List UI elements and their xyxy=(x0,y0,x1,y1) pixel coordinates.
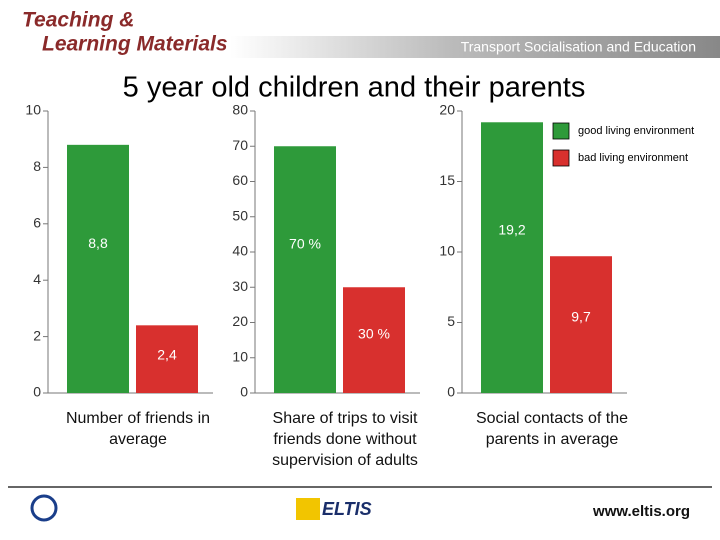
y-tick-label: 10 xyxy=(232,348,248,364)
bar xyxy=(550,256,612,393)
slide-title: 5 year old children and their parents xyxy=(123,72,586,104)
y-tick-label: 2 xyxy=(33,327,41,343)
y-tick-label: 8 xyxy=(33,158,41,174)
legend-swatch xyxy=(552,122,570,140)
y-tick-label: 10 xyxy=(439,243,455,259)
brand: Learning Materials xyxy=(42,33,228,56)
value-label: 9,7 xyxy=(571,308,591,324)
topic: Transport Socialisation and Education xyxy=(461,39,696,55)
y-tick-label: 0 xyxy=(240,384,248,400)
y-tick-label: 20 xyxy=(439,102,455,118)
bar xyxy=(136,325,198,393)
y-tick-label: 50 xyxy=(232,207,248,223)
y-tick-label: 20 xyxy=(232,313,248,329)
value-label: 2,4 xyxy=(157,346,177,362)
y-tick-label: 0 xyxy=(447,384,455,400)
legend-label: bad living environment xyxy=(578,152,688,164)
y-tick-label: 10 xyxy=(25,102,41,118)
y-tick-label: 15 xyxy=(439,172,455,188)
header-band xyxy=(230,36,720,58)
x-axis-label: Share of trips to visit friends done wit… xyxy=(272,410,418,469)
brand: Teaching & xyxy=(22,9,134,32)
value-label: 70 % xyxy=(289,236,321,252)
logo-icon xyxy=(30,494,58,522)
x-axis-label: Number of friends in average xyxy=(65,410,211,448)
value-label: 30 % xyxy=(358,326,390,342)
y-tick-label: 30 xyxy=(232,278,248,294)
y-tick-label: 0 xyxy=(33,384,41,400)
y-tick-label: 6 xyxy=(33,215,41,231)
bar xyxy=(343,287,405,393)
y-tick-label: 60 xyxy=(232,172,248,188)
y-tick-label: 4 xyxy=(33,271,41,287)
bar xyxy=(274,146,336,393)
bar xyxy=(481,122,543,393)
y-tick-label: 5 xyxy=(447,313,455,329)
logo: ELTIS xyxy=(322,499,372,519)
x-axis-label: Social contacts of the parents in averag… xyxy=(475,410,629,448)
value-label: 19,2 xyxy=(498,221,525,237)
y-tick-label: 70 xyxy=(232,137,248,153)
y-tick-label: 40 xyxy=(232,243,248,259)
legend-label: good living environment xyxy=(578,125,694,137)
legend-swatch xyxy=(552,149,570,167)
logo-icon xyxy=(296,498,320,520)
url: www.eltis.org xyxy=(592,503,690,520)
value-label: 8,8 xyxy=(88,235,108,251)
bar xyxy=(67,144,129,393)
y-tick-label: 80 xyxy=(232,102,248,118)
